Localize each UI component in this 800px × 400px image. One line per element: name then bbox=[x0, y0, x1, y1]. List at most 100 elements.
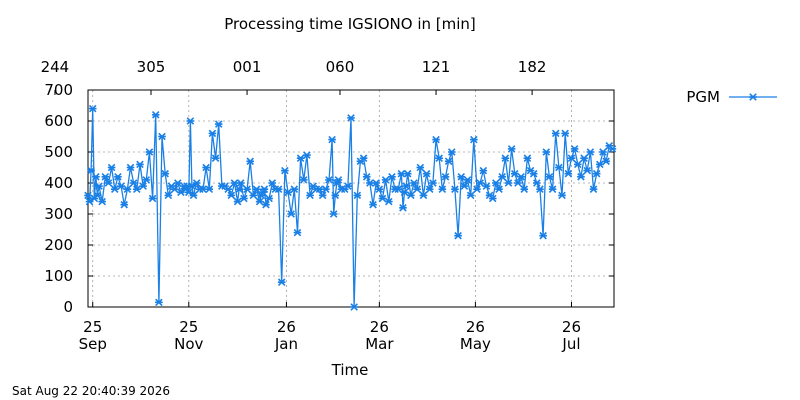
data-point bbox=[523, 154, 532, 162]
data-point bbox=[284, 188, 292, 197]
data-point bbox=[407, 191, 415, 200]
data-point bbox=[545, 173, 554, 181]
data-point bbox=[329, 210, 338, 218]
data-point bbox=[235, 185, 243, 193]
data-point bbox=[350, 303, 358, 311]
data-point bbox=[101, 173, 110, 181]
data-point bbox=[139, 182, 147, 190]
data-point bbox=[296, 154, 305, 162]
data-point bbox=[375, 185, 384, 193]
data-point bbox=[372, 179, 380, 187]
x-top-tick-label: 244 bbox=[41, 58, 70, 76]
x-tick-label-day: 26 bbox=[466, 318, 485, 336]
x-tick-label-day: 26 bbox=[277, 318, 296, 336]
data-point bbox=[110, 185, 119, 193]
data-point bbox=[555, 163, 563, 172]
data-point bbox=[236, 179, 245, 187]
data-point bbox=[155, 298, 163, 307]
data-point bbox=[441, 173, 450, 181]
data-point bbox=[400, 188, 409, 197]
x-top-tick-label: 182 bbox=[518, 58, 547, 76]
data-point bbox=[224, 185, 232, 193]
data-point bbox=[265, 194, 273, 203]
x-top-tick-label: 121 bbox=[422, 58, 451, 76]
data-point bbox=[580, 154, 588, 162]
data-point bbox=[561, 129, 569, 138]
data-point bbox=[602, 157, 610, 166]
data-point bbox=[331, 191, 340, 200]
data-point bbox=[299, 176, 308, 184]
data-point bbox=[293, 228, 302, 237]
data-point bbox=[158, 132, 166, 141]
data-point bbox=[548, 185, 557, 193]
data-point bbox=[268, 179, 277, 187]
data-point bbox=[533, 179, 541, 187]
data-point bbox=[495, 185, 503, 193]
legend-label-pgm: PGM bbox=[686, 88, 720, 106]
data-point bbox=[362, 173, 371, 181]
data-point bbox=[92, 173, 100, 181]
x-tick-label-month: May bbox=[460, 335, 491, 353]
data-point bbox=[208, 129, 217, 138]
data-point bbox=[98, 197, 106, 206]
data-point bbox=[388, 173, 396, 181]
legend: PGM bbox=[686, 88, 777, 106]
data-point bbox=[186, 117, 195, 125]
data-point bbox=[573, 160, 582, 169]
data-point bbox=[476, 179, 484, 187]
data-point bbox=[173, 179, 182, 187]
data-point bbox=[447, 148, 456, 156]
data-point bbox=[402, 182, 410, 190]
data-point bbox=[243, 185, 251, 193]
data-point bbox=[470, 135, 478, 144]
data-point bbox=[95, 182, 103, 190]
data-point bbox=[425, 185, 434, 193]
y-tick-label: 100 bbox=[44, 267, 73, 285]
data-point bbox=[211, 154, 220, 162]
data-point bbox=[214, 120, 223, 128]
data-point bbox=[353, 191, 362, 200]
data-point bbox=[381, 176, 390, 184]
data-point bbox=[589, 185, 598, 193]
y-tick-label: 200 bbox=[44, 236, 73, 254]
data-point bbox=[117, 182, 125, 190]
data-point bbox=[410, 179, 418, 187]
data-point bbox=[359, 154, 368, 162]
data-point bbox=[145, 148, 154, 156]
data-point bbox=[328, 135, 336, 144]
data-point bbox=[277, 278, 286, 286]
x-axis-top-ticks: 244 305 001 060 121 182 bbox=[41, 58, 547, 95]
series-pgm bbox=[84, 104, 617, 311]
data-point bbox=[432, 135, 440, 144]
data-point bbox=[344, 182, 352, 190]
data-point bbox=[514, 179, 522, 187]
data-point bbox=[586, 148, 595, 156]
data-point bbox=[501, 154, 510, 162]
data-point bbox=[451, 185, 459, 193]
data-point bbox=[570, 145, 579, 153]
y-tick-label: 300 bbox=[44, 205, 73, 223]
data-point bbox=[84, 191, 92, 200]
data-point bbox=[504, 179, 513, 187]
data-point bbox=[517, 173, 525, 181]
data-point bbox=[151, 111, 160, 119]
y-tick-label: 700 bbox=[44, 81, 73, 99]
data-point bbox=[227, 191, 236, 200]
data-point bbox=[303, 151, 311, 159]
data-point bbox=[419, 191, 428, 200]
data-point bbox=[246, 157, 255, 166]
data-point bbox=[170, 185, 179, 193]
data-point bbox=[325, 176, 333, 184]
data-point bbox=[281, 166, 289, 175]
y-tick-label: 400 bbox=[44, 174, 73, 192]
y-axis-ticks: 0 100 200 300 400 500 600 700 bbox=[44, 81, 614, 316]
x-tick-label-month: Nov bbox=[174, 335, 203, 353]
x-tick-label-day: 26 bbox=[562, 318, 581, 336]
data-point bbox=[255, 197, 264, 206]
data-point bbox=[107, 163, 116, 172]
data-point bbox=[422, 169, 431, 178]
data-point bbox=[87, 166, 95, 175]
data-point bbox=[592, 169, 601, 178]
data-point bbox=[88, 104, 97, 113]
y-tick-label: 0 bbox=[63, 298, 73, 316]
